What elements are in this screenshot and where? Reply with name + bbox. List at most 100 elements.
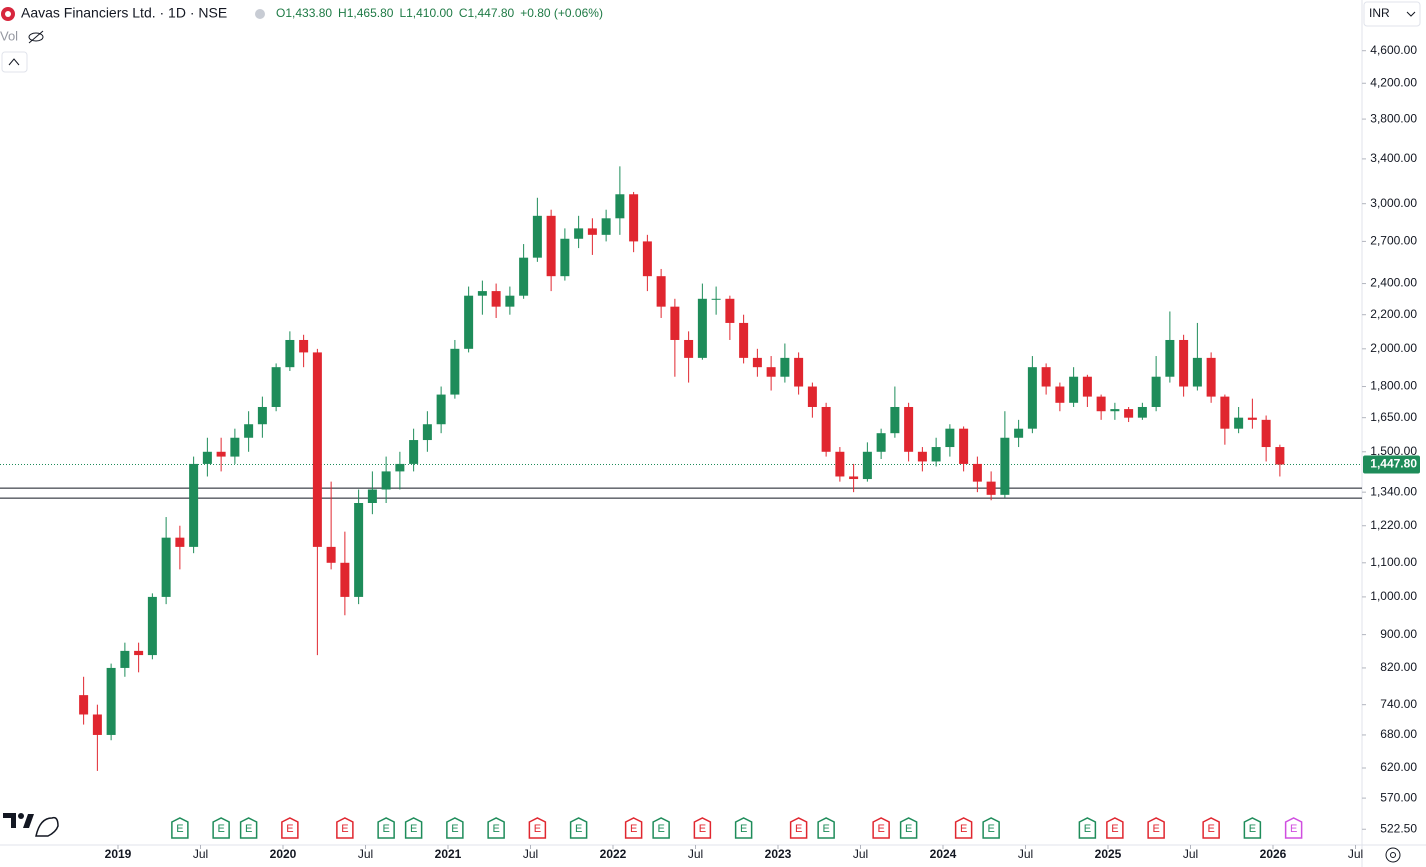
earnings-marker xyxy=(652,817,670,839)
candle-body xyxy=(642,241,652,277)
candle-body xyxy=(464,295,474,349)
ohlc-legend: O1,433.80 H1,465.80 L1,410.00 C1,447.80 xyxy=(276,6,515,20)
candle-body xyxy=(931,447,941,462)
candle-body xyxy=(120,650,130,668)
candle-body xyxy=(230,437,240,457)
currency-select[interactable] xyxy=(1363,1,1421,27)
change-value: +0.80 (+0.06%) xyxy=(520,6,603,20)
candle-body xyxy=(670,306,680,340)
candle-body xyxy=(1165,339,1175,377)
candle-body xyxy=(821,406,831,452)
earnings-marker xyxy=(899,817,918,839)
y-tick-label: 1,000.00 xyxy=(1370,589,1417,603)
currency-label: INR xyxy=(1369,6,1390,20)
x-tick-label: Jul xyxy=(1018,847,1033,861)
candle-body xyxy=(697,298,707,358)
earnings-label: E xyxy=(410,823,417,835)
earnings-marker xyxy=(1202,817,1220,839)
earnings-label: E xyxy=(987,823,994,835)
ohlc-value: L1,410.00 xyxy=(399,6,453,20)
x-tick-label: 2021 xyxy=(435,847,462,861)
earnings-label: E xyxy=(1084,823,1091,835)
earnings-marker xyxy=(982,817,1000,839)
earnings-label: E xyxy=(740,823,747,835)
earnings-marker xyxy=(1147,817,1165,839)
y-tick-label: 1,500.00 xyxy=(1370,444,1417,458)
candle-body xyxy=(202,451,212,464)
candle-body xyxy=(409,440,419,464)
earnings-label: E xyxy=(1152,823,1159,835)
x-tick-label: Jul xyxy=(1183,847,1198,861)
earnings-label: E xyxy=(451,823,458,835)
x-tick-label: 2025 xyxy=(1095,847,1122,861)
candle-body xyxy=(725,298,735,323)
candle-body xyxy=(381,471,391,490)
candle-body xyxy=(422,424,432,441)
x-tick-label: Jul xyxy=(688,847,703,861)
x-tick-label: 2023 xyxy=(765,847,792,861)
earnings-label: E xyxy=(534,823,541,835)
candle-body xyxy=(656,276,666,307)
x-tick-label: 2019 xyxy=(105,847,132,861)
earnings-marker xyxy=(528,817,547,839)
earnings-label: E xyxy=(1207,823,1214,835)
candle-body xyxy=(945,428,955,448)
candle-body xyxy=(684,339,694,358)
y-tick-label: 2,200.00 xyxy=(1370,307,1417,321)
earnings-marker xyxy=(446,817,464,839)
earnings-marker xyxy=(693,817,712,839)
y-tick-label: 2,400.00 xyxy=(1370,276,1417,290)
candle-body xyxy=(1069,376,1079,403)
earnings-marker xyxy=(569,817,588,839)
candle-body xyxy=(1041,367,1051,387)
collapse-button[interactable] xyxy=(1,51,28,73)
candle-body xyxy=(189,463,199,547)
settings-button[interactable] xyxy=(1385,847,1401,863)
earnings-label: E xyxy=(575,823,582,835)
candle-body xyxy=(752,357,762,368)
earnings-marker xyxy=(1243,817,1262,839)
x-tick-label: 2022 xyxy=(600,847,627,861)
candle-body xyxy=(1096,396,1106,412)
x-tick-label: Jul xyxy=(1348,847,1363,861)
candle-body xyxy=(491,291,501,307)
earnings-marker xyxy=(734,817,753,839)
candle-body xyxy=(711,298,721,300)
y-tick-label: 1,340.00 xyxy=(1370,484,1417,498)
earnings-marker xyxy=(1284,817,1303,839)
candle-body xyxy=(601,218,611,235)
candle-body xyxy=(1206,357,1216,397)
hide-icon[interactable] xyxy=(28,30,44,44)
candle-body xyxy=(615,194,625,219)
x-tick-label: 2024 xyxy=(930,847,957,861)
candle-body xyxy=(106,667,116,735)
candle-body xyxy=(766,367,776,377)
candle-body xyxy=(436,394,446,425)
earnings-label: E xyxy=(905,823,912,835)
candle-body xyxy=(904,406,914,452)
earnings-marker xyxy=(212,817,230,839)
earnings-marker xyxy=(487,817,505,839)
earnings-marker xyxy=(872,817,890,839)
candle-body xyxy=(1014,428,1024,438)
candle-body xyxy=(285,339,295,368)
candle-body xyxy=(972,463,982,482)
earnings-label: E xyxy=(1290,823,1297,835)
y-tick-label: 4,200.00 xyxy=(1370,75,1417,89)
candle-body xyxy=(890,406,900,434)
dropdown-arrow xyxy=(1406,11,1416,17)
earnings-label: E xyxy=(699,823,706,835)
y-tick-label: 4,600.00 xyxy=(1370,43,1417,57)
earnings-label: E xyxy=(795,823,802,835)
earnings-label: E xyxy=(286,823,293,835)
x-tick-label: Jul xyxy=(358,847,373,861)
earnings-label: E xyxy=(492,823,499,835)
y-tick-label: 1,800.00 xyxy=(1370,379,1417,393)
earnings-marker xyxy=(171,817,189,839)
earnings-marker xyxy=(1078,817,1097,839)
candle-body xyxy=(532,215,542,258)
y-tick-label: 1,220.00 xyxy=(1370,518,1417,532)
